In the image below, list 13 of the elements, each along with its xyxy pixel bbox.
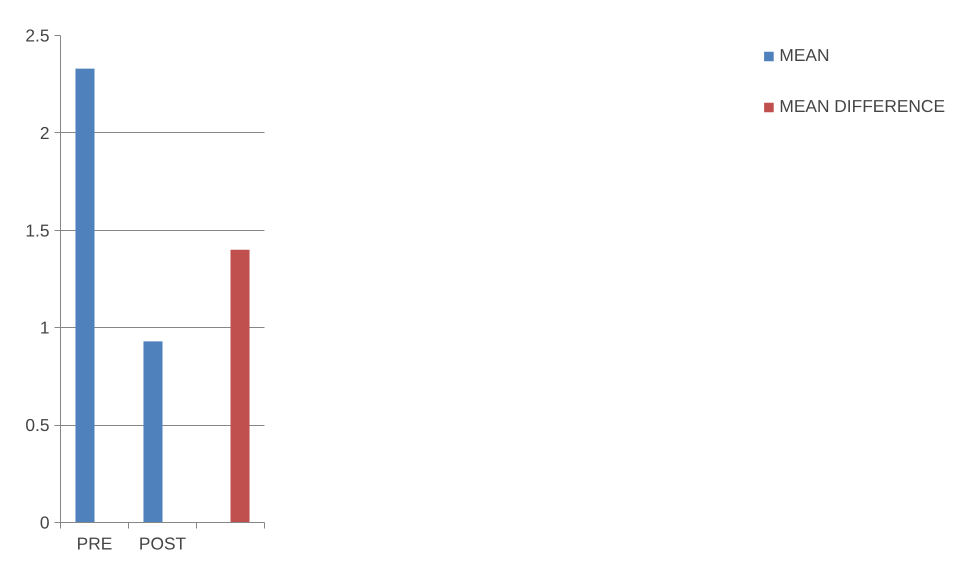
y-tick-label: 0 <box>40 512 50 532</box>
y-tick-label: 2.5 <box>25 26 50 46</box>
bar <box>75 68 94 522</box>
legend-label: MEAN <box>779 45 830 66</box>
y-tick-label: 0.5 <box>25 415 50 436</box>
legend-label: MEAN DIFFERENCE <box>779 96 945 117</box>
y-tick-label: 1.5 <box>25 220 50 240</box>
y-tick-label: 2 <box>40 122 50 143</box>
y-tick-label: 1 <box>40 318 50 338</box>
bar <box>143 341 162 522</box>
bar <box>230 250 250 522</box>
x-tick-label: PRE <box>76 534 112 554</box>
x-tick-label: POST <box>138 534 187 554</box>
